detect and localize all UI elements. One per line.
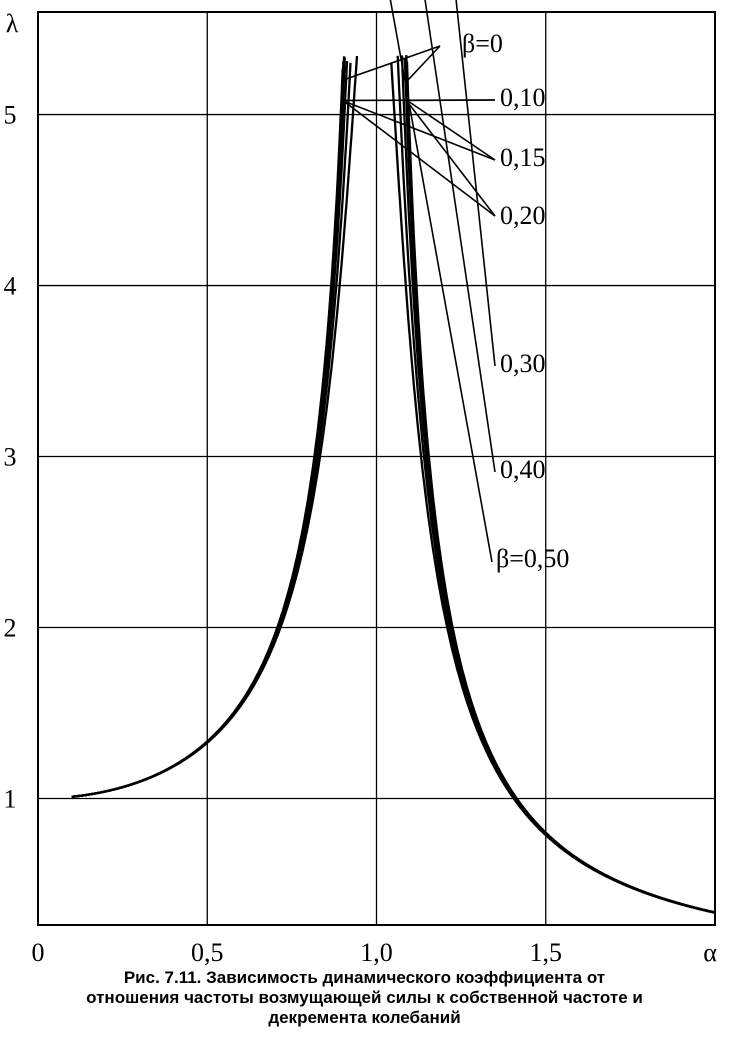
- series-line: [396, 55, 716, 914]
- series-line: [400, 55, 716, 914]
- leader-line: [342, 99, 496, 161]
- x-axis-label: α: [703, 938, 717, 965]
- leader-line: [341, 45, 441, 82]
- x-tick-label: 1,0: [360, 938, 393, 965]
- series-label: 0,10: [500, 83, 546, 112]
- y-tick-label: 5: [4, 101, 17, 130]
- y-axis-label: λ: [6, 9, 19, 38]
- y-tick-label: 2: [4, 614, 17, 643]
- leader-line: [406, 45, 441, 81]
- caption-line-1: Рис. 7.11. Зависимость динамического коэ…: [123, 968, 606, 987]
- leader-line: [406, 99, 496, 161]
- series-line: [403, 58, 716, 914]
- y-tick-label: 3: [4, 443, 17, 472]
- y-tick-label: 4: [4, 272, 17, 301]
- series-label: 0,20: [500, 201, 546, 230]
- series-label: β=0,50: [496, 544, 569, 573]
- series-line: [405, 74, 716, 914]
- series-label: 0,40: [500, 455, 546, 484]
- y-tick-label: 1: [4, 784, 17, 813]
- series-line: [71, 56, 346, 798]
- series-line: [71, 61, 349, 798]
- series-line: [390, 62, 716, 914]
- leader-line: [405, 99, 496, 217]
- series-label: β=0: [462, 29, 503, 58]
- leader-line: [455, 0, 496, 367]
- series-line: [71, 56, 359, 798]
- caption-line-2: отношения частоты возмущающей силы к соб…: [86, 988, 643, 1007]
- curves: [71, 55, 716, 914]
- figure-caption: Рис. 7.11. Зависимость динамического коэ…: [0, 968, 729, 1028]
- leader-line: [389, 0, 493, 563]
- x-tick-label: 0,5: [191, 938, 224, 965]
- series-line: [71, 62, 352, 798]
- series-label: 0,30: [500, 349, 546, 378]
- x-tick-label: 1,5: [530, 938, 563, 965]
- series-line: [71, 57, 346, 798]
- labels: 0 0,5 1,0 1,5 1 2 3 4 5 α λ β=0 0,10 0,15 0,20 0,30 0,40…: [4, 9, 718, 965]
- leader-lines: [341, 0, 496, 563]
- grid: [37, 11, 716, 926]
- x-tick-label: 0: [32, 938, 45, 965]
- leader-line: [424, 0, 496, 473]
- series-label: 0,15: [500, 143, 546, 172]
- chart: 0 0,5 1,0 1,5 1 2 3 4 5 α λ β=0 0,10 0,15 0,20 0,30 0,40…: [4, 0, 718, 965]
- caption-line-3: декремента колебаний: [268, 1008, 461, 1027]
